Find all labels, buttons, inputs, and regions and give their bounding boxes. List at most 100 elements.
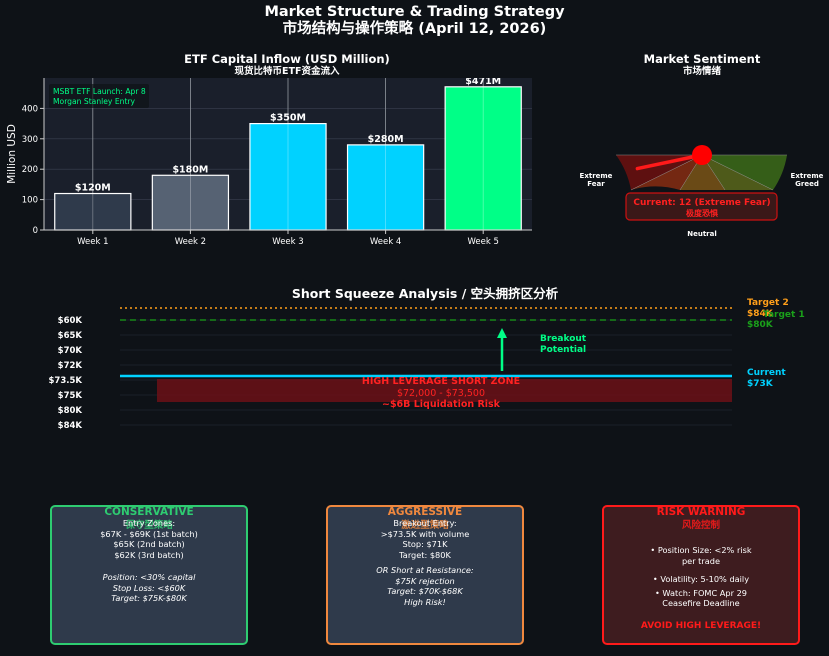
sentiment-title: Market Sentiment [643,52,761,66]
sentiment-subtitle: 市场情绪 [682,66,721,77]
aggressive-italic-line: Target: $70K-$68K [387,586,463,596]
bar-data-label: $120M [75,183,111,194]
bar-data-label: $280M [368,134,404,145]
y-tick-label: 400 [22,104,38,114]
x-tick-label: Week 3 [272,237,303,247]
aggressive-italic-line: OR Short at Resistance: [376,565,474,575]
conservative-italic-line: Target: $75K-$80K [111,593,187,603]
aggressive-card: AGGRESSIVE 激进型策略 Breakout Entry: >$73.5K… [326,505,524,645]
conservative-card: CONSERVATIVE 保守型策略 Entry Zones: $67K - $… [50,505,248,645]
breakout-label-1: Breakout [540,334,587,344]
price-level-label: $73.5K [49,376,83,386]
conservative-line: $67K - $69K (1st batch) [100,528,198,539]
bar-week-5 [444,86,522,231]
squeeze-chart: $60K$65K$70K$72K$73.5K$75K$80K$84K HIGH … [49,298,805,431]
label-extreme-fear-2: Fear [587,180,605,188]
page-subtitle: 市场结构与操作策略 (April 12, 2026) [282,21,547,37]
aggressive-line: Breakout Entry: [393,518,457,528]
zone-range: $72,000 - $73,500 [397,388,485,399]
high-leverage-zone [157,379,732,402]
aggressive-line: >$73.5K with volume [380,528,470,539]
conservative-subtitle: 保守型策略 [125,520,173,531]
label-extreme-fear-1: Extreme [580,172,613,180]
conservative-body: Entry Zones: $67K - $69K (1st batch) $65… [52,518,246,604]
breakout-label-2: Potential [540,345,586,355]
y-tick-label: 0 [33,226,38,236]
price-level-label: $80K [58,406,83,416]
aggressive-title: AGGRESSIVE [387,506,463,518]
risk-warning-card: RISK WARNING 风险控制 • Position Size: <2% r… [602,505,800,645]
gauge-hub [692,145,712,165]
etf-chart-subtitle: 现货比特币ETF资金流入 [234,66,340,77]
bar-data-label: $180M [172,164,208,175]
risk-footer: AVOID HIGH LEVERAGE! [640,621,762,631]
bar-data-label: $350M [270,113,306,124]
conservative-title: CONSERVATIVE [104,506,194,518]
bar-data-label: $471M [465,78,501,87]
current-value: $73K [747,379,774,389]
gauge-needle [635,153,704,171]
current-label: Current [747,368,786,378]
y-axis-label: Million USD [6,124,18,184]
breakout-arrow-icon [497,328,507,338]
etf-bar-chart: $120M$180M$350M$280M$471M 0100200300400 … [6,78,532,247]
price-level-label: $60K [58,316,83,326]
gauge-divider [630,154,703,191]
price-level-label: $84K [58,421,83,431]
conservative-italic-line: Stop Loss: <$60K [112,582,186,593]
x-tick-label: Week 1 [77,237,108,247]
gauge-divider [701,154,774,191]
aggressive-body: Breakout Entry: >$73.5K with volume Stop… [328,518,522,607]
target-1-value: $80K [747,320,774,330]
conservative-line: $62K (3rd batch) [114,549,184,560]
risk-body: • Position Size: <2% risk per trade • Vo… [604,545,798,609]
gauge-segment-extreme-greed [702,155,787,190]
risk-bullet: per trade [681,555,721,566]
gauge-segment-extreme-fear [616,155,702,190]
etf-chart-title: ETF Capital Inflow (USD Million) [184,52,390,66]
risk-bullet: Ceasefire Deadline [662,598,740,608]
x-tick-label: Week 5 [467,237,498,247]
sentiment-gauge: Extreme Fear Extreme Greed Neutral Curre… [580,145,824,238]
label-extreme-greed-1: Extreme [791,172,824,180]
annotation-line-1: MSBT ETF Launch: Apr 8 [53,87,146,96]
target-2-value: $84K [747,309,774,319]
price-level-label: $72K [58,361,83,371]
risk-subtitle: 风险控制 [681,520,720,531]
target-1-label: Target 1 [763,310,805,320]
bar-week-1 [54,192,132,231]
current-sentiment-text-cn: 极度恐惧 [686,208,718,218]
page-title: Market Structure & Trading Strategy [264,4,565,20]
target-2-label: Target 2 [747,298,789,308]
aggressive-italic-line: High Risk! [404,596,446,607]
price-level-label: $65K [58,331,83,341]
annotation-line-2: Morgan Stanley Entry [53,97,136,106]
label-extreme-greed-2: Greed [795,180,819,188]
conservative-line: $65K (2nd batch) [113,539,185,549]
zone-risk: ~$6B Liquidation Risk [382,399,501,410]
risk-bullet: • Volatility: 5-10% daily [652,574,750,584]
aggressive-italic-line: $75K rejection [395,575,455,586]
aggressive-subtitle: 激进型策略 [401,520,449,531]
x-tick-label: Week 2 [175,237,206,247]
y-tick-label: 200 [22,165,38,175]
y-tick-label: 100 [22,196,38,206]
annotation-box [49,84,149,108]
price-level-label: $70K [58,346,83,356]
squeeze-title: Short Squeeze Analysis / 空头拥挤区分析 [291,286,559,301]
risk-bullet: • Watch: FOMC Apr 29 [654,587,747,598]
current-sentiment-text: Current: 12 (Extreme Fear) [633,198,770,208]
aggressive-line: Stop: $71K [402,539,448,549]
risk-title: RISK WARNING [656,506,746,518]
current-sentiment-box [625,192,778,221]
y-tick-label: 300 [22,135,38,145]
risk-bullet: • Position Size: <2% risk [650,545,752,555]
conservative-line: Entry Zones: [122,518,176,528]
x-tick-label: Week 4 [370,237,401,247]
conservative-italic-line: Position: <30% capital [102,572,196,582]
price-level-label: $75K [58,391,83,401]
aggressive-line: Target: $80K [399,549,451,560]
zone-title: HIGH LEVERAGE SHORT ZONE [362,376,520,387]
label-neutral: Neutral [687,230,717,238]
gauge-segment-neutral [680,155,725,190]
